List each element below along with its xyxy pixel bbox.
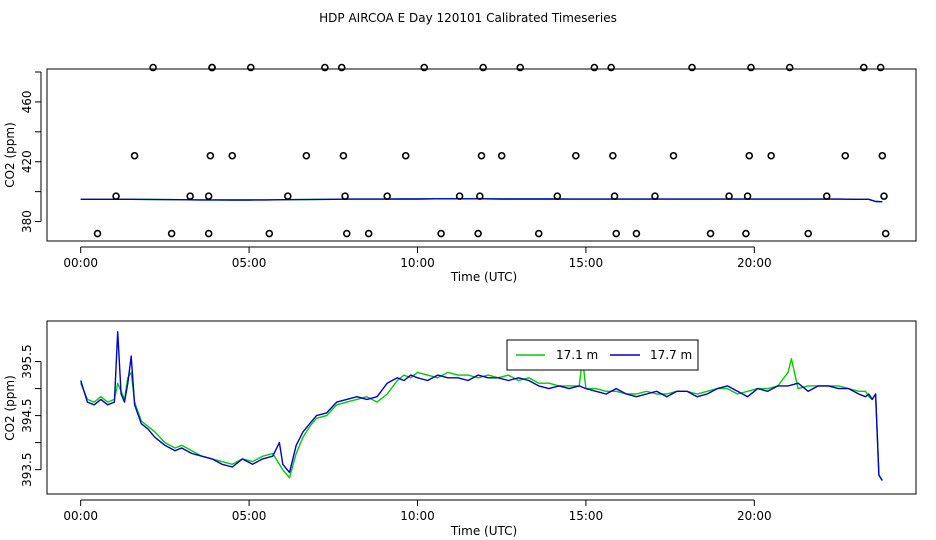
top-scatter-point	[745, 151, 754, 160]
top-series-line-1	[80, 198, 883, 203]
top-scatter-point	[553, 192, 562, 200]
bottom-lines	[80, 331, 883, 481]
top-scatter-point	[612, 229, 621, 238]
top-scatter-point	[880, 192, 888, 200]
top-scatter-point	[112, 192, 120, 200]
top-scatter-point	[607, 63, 615, 72]
top-scatter-point	[785, 63, 794, 72]
top-lines	[80, 198, 883, 203]
bottom-x-tick-label: 00:00	[63, 509, 98, 523]
bottom-x-axis-label: Time (UTC)	[450, 524, 517, 538]
top-scatter-point	[401, 151, 410, 160]
bottom-x-tick-label: 20:00	[737, 509, 772, 523]
top-scatter-point	[149, 63, 157, 72]
top-scatter-point	[208, 63, 216, 72]
top-scatter-point	[632, 229, 641, 238]
top-scatter-point	[479, 63, 487, 72]
top-scatter-point	[804, 229, 813, 238]
chart-title: HDP AIRCOA E Day 120101 Calibrated Times…	[319, 11, 617, 25]
top-y-axis-label: CO2 (ppm)	[3, 122, 17, 188]
top-x-tick-label: 20:00	[737, 256, 772, 270]
top-scatter-point	[881, 229, 890, 238]
top-scatter-point	[688, 63, 696, 72]
top-scatter-point	[204, 192, 213, 200]
top-scatter-point	[878, 151, 887, 160]
top-axes: 00:00 05:00 10:00 15:00 20:00 380 420 460	[20, 71, 772, 270]
bottom-x-tick-label: 10:00	[400, 509, 435, 523]
top-scatter-point	[497, 151, 506, 160]
top-x-axis-label: Time (UTC)	[450, 270, 517, 284]
top-scatter-point	[742, 229, 750, 238]
top-scatter-point	[284, 192, 292, 200]
bottom-x-tick-label: 15:00	[569, 509, 604, 523]
top-scatter-point	[859, 63, 868, 72]
bottom-panel: 00:00 05:00 10:00 15:00 20:00 393.5 394.5 395.5…	[3, 320, 917, 538]
top-scatter-point	[743, 192, 752, 200]
top-scatter-point	[651, 192, 659, 200]
top-scatter-point	[167, 229, 176, 238]
top-scatter-point	[342, 229, 351, 238]
top-scatter-point	[876, 63, 885, 72]
top-scatter-point	[228, 151, 237, 160]
legend-label-17-1m: 17.1 m	[556, 348, 598, 362]
bottom-axes: 00:00 05:00 10:00 15:00 20:00 393.5 394.5 395.5	[20, 344, 772, 523]
bottom-plot-frame	[46, 320, 917, 495]
top-y-tick-label: 420	[20, 150, 34, 173]
top-scatter-point	[534, 229, 543, 238]
top-points	[93, 63, 890, 238]
bottom-x-tick-label: 05:00	[232, 509, 267, 523]
top-scatter-point	[476, 192, 484, 200]
top-scatter-point	[204, 229, 213, 238]
top-scatter-point	[841, 151, 850, 160]
top-scatter-point	[590, 63, 599, 72]
bottom-y-tick-label: 395.5	[20, 344, 34, 378]
top-scatter-point	[321, 63, 329, 72]
top-scatter-point	[246, 63, 255, 72]
top-scatter-point	[186, 192, 194, 200]
top-scatter-point	[747, 63, 755, 72]
top-scatter-point	[822, 192, 831, 200]
top-scatter-point	[474, 229, 482, 238]
top-y-tick-label: 460	[20, 90, 34, 113]
top-scatter-point	[302, 151, 311, 160]
top-scatter-point	[206, 151, 215, 160]
top-scatter-point	[609, 151, 617, 160]
top-plot-frame	[46, 68, 917, 242]
top-scatter-point	[437, 229, 445, 238]
top-scatter-point	[725, 192, 733, 200]
top-scatter-point	[767, 151, 775, 160]
top-panel: 00:00 05:00 10:00 15:00 20:00 380 420 460 Time …	[3, 63, 917, 284]
top-scatter-point	[420, 63, 429, 72]
top-scatter-point	[516, 63, 525, 72]
top-scatter-point	[383, 192, 391, 200]
top-x-tick-label: 10:00	[400, 256, 435, 270]
bottom-series-line-0	[80, 358, 883, 481]
top-x-tick-label: 15:00	[569, 256, 604, 270]
legend-label-17-7m: 17.7 m	[650, 348, 692, 362]
top-scatter-point	[339, 151, 348, 160]
top-scatter-point	[337, 63, 346, 72]
bottom-y-tick-label: 393.5	[20, 452, 34, 486]
bottom-y-tick-label: 394.5	[20, 398, 34, 432]
legend: 17.1 m 17.7 m	[506, 339, 699, 371]
top-x-tick-label: 05:00	[232, 256, 267, 270]
top-scatter-point	[669, 151, 678, 160]
top-scatter-point	[477, 151, 486, 160]
bottom-y-axis-label: CO2 (ppm)	[3, 375, 17, 441]
top-scatter-point	[265, 229, 274, 238]
top-scatter-point	[93, 229, 102, 238]
top-x-tick-label: 00:00	[63, 256, 98, 270]
top-scatter-point	[572, 151, 580, 160]
top-scatter-point	[455, 192, 464, 200]
top-scatter-point	[130, 151, 139, 160]
top-y-tick-label: 380	[20, 210, 34, 233]
top-scatter-point	[610, 192, 619, 200]
bottom-series-line-1	[80, 331, 883, 481]
top-scatter-point	[341, 192, 349, 200]
top-scatter-point	[364, 229, 373, 238]
top-scatter-point	[706, 229, 715, 238]
